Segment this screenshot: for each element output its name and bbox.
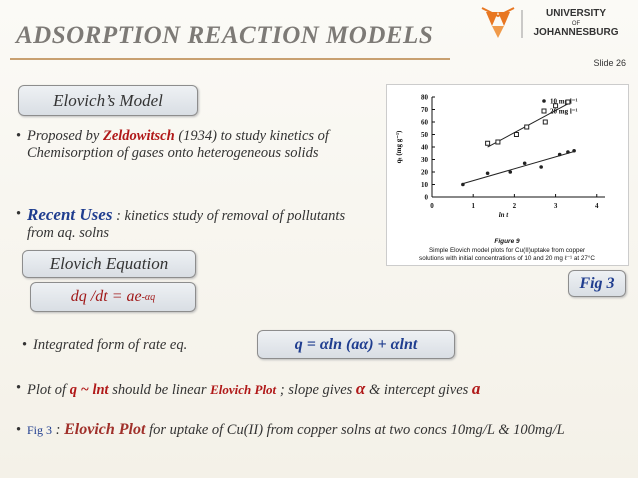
y-tick-label: 20	[421, 169, 429, 177]
y-tick-label: 10	[421, 181, 429, 189]
bullet: Integrated form of rate eq.	[22, 337, 188, 354]
point	[513, 132, 519, 137]
point	[542, 119, 548, 125]
point	[553, 103, 559, 109]
point	[565, 99, 571, 105]
box-text: Fig 3	[579, 274, 615, 292]
slide-title: ADSORPTION REACTION MODELS	[16, 22, 434, 49]
box-text: Elovich Equation	[49, 254, 169, 273]
text: Zeldowitsch	[102, 128, 175, 144]
text: Elovich Plot	[210, 382, 277, 397]
text: Proposed by	[27, 128, 103, 144]
y-tick-label: 50	[421, 131, 429, 139]
equation: q = αln (aα) + αlnt	[294, 335, 418, 353]
rate-equation-box: dq /dt = ae -αq	[30, 282, 196, 312]
x-tick-label: 2	[513, 202, 517, 210]
logo-text: UNIVERSITY	[546, 8, 606, 19]
logo-text: OF	[572, 21, 581, 27]
x-tick-label: 3	[554, 202, 558, 210]
text: α	[355, 379, 366, 398]
point	[572, 148, 576, 153]
bullet: Proposed by Zeldowitsch (1934) to study …	[16, 128, 347, 162]
x-tick-label: 4	[595, 202, 599, 210]
y-axis-label: qₜ (mg g⁻¹)	[395, 130, 403, 163]
text: a	[471, 379, 481, 398]
logo-emblem	[481, 7, 515, 38]
text: should be linear	[108, 382, 211, 398]
y-tick-label: 70	[421, 106, 429, 114]
bullet: Recent Uses : kinetics study of removal …	[16, 205, 367, 242]
x-tick-label: 1	[471, 202, 475, 210]
slide-number: Slide 26	[593, 58, 626, 68]
bullet: Fig 3 : Elovich Plot for uptake of Cu(II…	[16, 420, 617, 440]
title-rule	[10, 58, 450, 60]
figure: 0 10 20 30 40 50 60 70 80 0 1 2 3 4 ln t qₜ (mg g⁻¹) 10 …	[386, 84, 629, 266]
integrated-equation-box: q = αln (aα) + αlnt	[257, 330, 455, 359]
caption: Simple Elovich model plots for Cu(II)upt…	[429, 247, 585, 254]
text: Fig 3	[27, 423, 53, 437]
point	[524, 124, 530, 130]
point	[566, 150, 570, 154]
text: ; slope gives	[276, 382, 356, 398]
point	[522, 161, 527, 166]
text: :	[52, 422, 65, 438]
caption: solutions with initial concentrations of…	[419, 254, 595, 262]
y-tick-label: 80	[421, 94, 429, 102]
legend-label: 10 mg l⁻¹	[550, 98, 578, 106]
y-tick-label: 60	[421, 119, 429, 127]
legend-marker	[542, 99, 546, 103]
text: q ~ lnt	[69, 382, 109, 398]
equation: dq /dt = ae	[70, 288, 142, 305]
text: & intercept gives	[365, 382, 472, 398]
point	[461, 182, 465, 187]
caption-title: Figure 9	[494, 238, 520, 245]
text: Plot of	[27, 382, 70, 398]
text: (1934) to study kinetics of Chemisorptio…	[27, 128, 329, 161]
point	[495, 139, 501, 145]
point	[485, 140, 491, 146]
x-tick-label: 0	[430, 202, 434, 210]
equation-exponent: -αq	[141, 291, 156, 303]
point	[485, 171, 490, 176]
fit-line	[462, 151, 575, 185]
legend-marker	[541, 108, 547, 114]
model-box: Elovich’s Model	[18, 85, 198, 116]
box-text: Elovich’s Model	[53, 90, 163, 110]
equation-heading-box: Elovich Equation	[22, 250, 196, 278]
logo: UNIVERSITY OF JOHANNESBURG	[481, 7, 619, 38]
fig-label-box: Fig 3	[568, 270, 626, 297]
logo-text: JOHANNESBURG	[533, 27, 618, 38]
y-tick-label: 0	[425, 194, 429, 202]
text: Integrated form of rate eq.	[33, 337, 188, 353]
x-axis-label: ln t	[499, 211, 510, 219]
point	[557, 152, 562, 157]
text: Elovich Plot	[64, 421, 146, 438]
y-tick-label: 40	[421, 144, 429, 152]
point	[508, 170, 513, 174]
text: : kinetics study of removal of pollutant…	[27, 208, 346, 241]
legend-label: 20 mg l⁻¹	[550, 108, 578, 116]
y-tick-label: 30	[421, 156, 429, 164]
text: for uptake of Cu(II) from copper solns a…	[145, 422, 565, 438]
point	[539, 165, 543, 169]
bullet: Plot of q ~ lnt should be linear Elovich…	[16, 379, 637, 399]
text: Recent Uses	[27, 205, 113, 224]
